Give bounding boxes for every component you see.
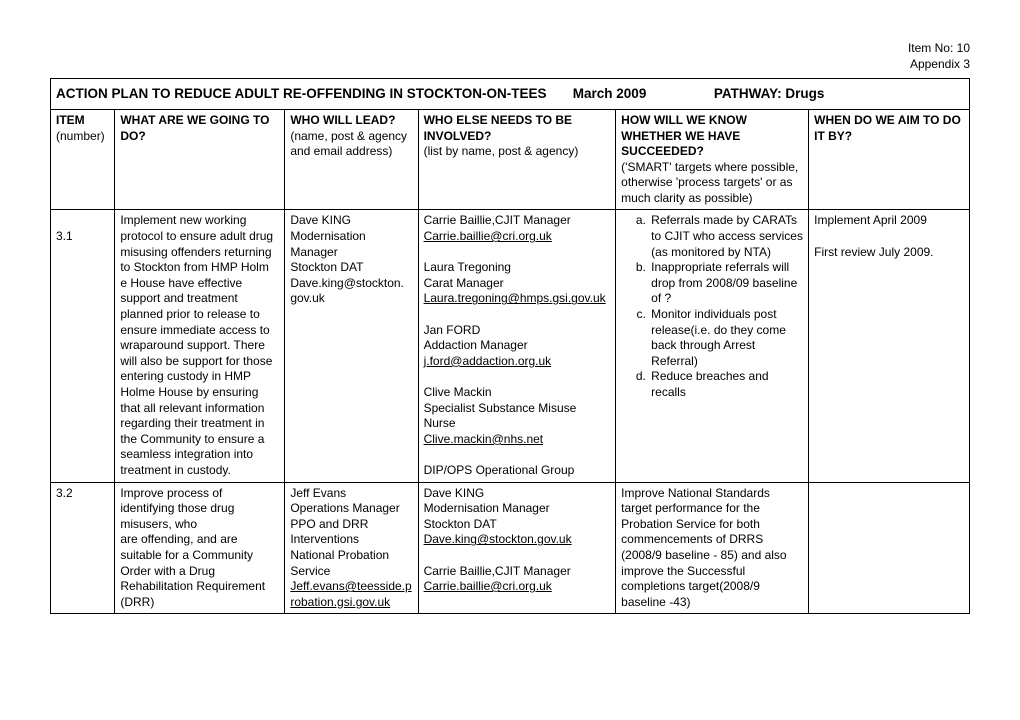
table-row: 3.1 Implement new working protocol to en… bbox=[51, 210, 970, 482]
action-plan-table: ACTION PLAN TO REDUCE ADULT RE-OFFENDING… bbox=[50, 78, 970, 614]
col-what-header: WHAT ARE WE GOING TO DO? bbox=[115, 109, 285, 210]
cell-what: Improve process of identifying those dru… bbox=[115, 482, 285, 614]
table-row: 3.2 Improve process of identifying those… bbox=[51, 482, 970, 614]
cell-involved: Dave KING Modernisation Manager Stockton… bbox=[418, 482, 616, 614]
col-how-header: HOW WILL WE KNOW WHETHER WE HAVE SUCCEED… bbox=[616, 109, 809, 210]
document-meta: Item No: 10 Appendix 3 bbox=[50, 40, 970, 72]
col-when-header: WHEN DO WE AIM TO DO IT BY? bbox=[809, 109, 970, 210]
appendix: Appendix 3 bbox=[910, 57, 970, 71]
cell-when: Implement April 2009 First review July 2… bbox=[809, 210, 970, 482]
cell-success: Improve National Standards target perfor… bbox=[616, 482, 809, 614]
cell-involved: Carrie Baillie,CJIT Manager Carrie.baill… bbox=[418, 210, 616, 482]
title-row: ACTION PLAN TO REDUCE ADULT RE-OFFENDING… bbox=[51, 79, 970, 110]
cell-success: Referrals made by CARATs to CJIT who acc… bbox=[616, 210, 809, 482]
cell-item: 3.2 bbox=[51, 482, 115, 614]
email-link[interactable]: Carrie.baillie@cri.org.uk bbox=[424, 229, 552, 243]
cell-when bbox=[809, 482, 970, 614]
email-link[interactable]: Laura.tregoning@hmps.gsi.gov.uk bbox=[424, 291, 606, 305]
header-row: ITEM (number) WHAT ARE WE GOING TO DO? W… bbox=[51, 109, 970, 210]
col-else-header: WHO ELSE NEEDS TO BE INVOLVED?(list by n… bbox=[418, 109, 616, 210]
title-part3: PATHWAY: Drugs bbox=[714, 86, 825, 101]
title-part2: March 2009 bbox=[573, 86, 647, 101]
cell-item: 3.1 bbox=[51, 210, 115, 482]
cell-lead: Jeff Evans Operations Manager PPO and DR… bbox=[285, 482, 418, 614]
title-part1: ACTION PLAN TO REDUCE ADULT RE-OFFENDING… bbox=[56, 86, 547, 101]
col-item-header: ITEM (number) bbox=[51, 109, 115, 210]
email-link[interactable]: j.ford@addaction.org.uk bbox=[424, 354, 552, 368]
email-link[interactable]: Dave.king@stockton.gov.uk bbox=[424, 532, 572, 546]
email-link[interactable]: Carrie.baillie@cri.org.uk bbox=[424, 579, 552, 593]
cell-lead: Dave KING Modernisation Manager Stockton… bbox=[285, 210, 418, 482]
cell-what: Implement new working protocol to ensure… bbox=[115, 210, 285, 482]
col-lead-header: WHO WILL LEAD? (name, post & agency and … bbox=[285, 109, 418, 210]
item-no: Item No: 10 bbox=[908, 41, 970, 55]
email-link[interactable]: Jeff.evans@teesside.probation.gsi.gov.uk bbox=[290, 579, 411, 609]
email-link[interactable]: Clive.mackin@nhs.net bbox=[424, 432, 544, 446]
